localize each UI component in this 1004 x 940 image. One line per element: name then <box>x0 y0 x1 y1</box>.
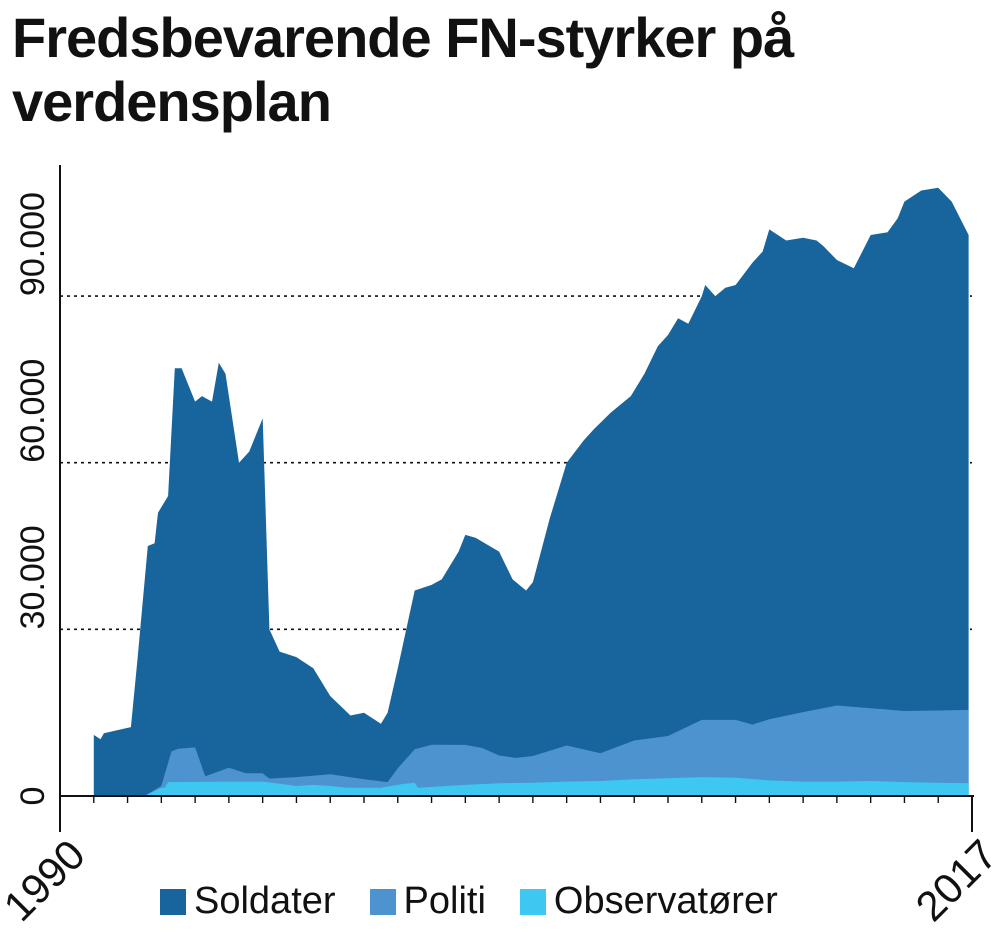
y-tick-label-2: 60.000 <box>14 359 52 463</box>
legend-item-politi: Politi <box>369 880 486 923</box>
legend-label-politi: Politi <box>403 880 486 922</box>
legend-label-observatorer: Observatører <box>553 880 778 922</box>
y-tick-labels: 0 30.000 60.000 90.000 <box>14 192 52 805</box>
y-tick-label-0: 0 <box>14 787 52 806</box>
legend-swatch-soldater <box>160 888 186 915</box>
chart-title: Fredsbevarende FN-styrker på verdensplan <box>12 6 794 133</box>
legend-swatch-politi <box>369 888 396 915</box>
legend-item-observatorer: Observatører <box>519 880 778 923</box>
legend-swatch-observatorer <box>519 888 546 915</box>
area-observatorer <box>93 777 969 796</box>
y-tick-label-1: 30.000 <box>14 525 52 629</box>
area-politi <box>93 705 969 796</box>
x-tick-label-2017: 2017 <box>907 831 1004 930</box>
area-soldater <box>93 187 969 797</box>
legend: Soldater Politi Observatører <box>160 880 812 923</box>
y-tick-label-3: 90.000 <box>14 192 52 296</box>
x-tick-label-1990: 1990 <box>0 831 94 930</box>
legend-item-soldater: Soldater <box>160 880 336 923</box>
legend-label-soldater: Soldater <box>194 880 336 922</box>
